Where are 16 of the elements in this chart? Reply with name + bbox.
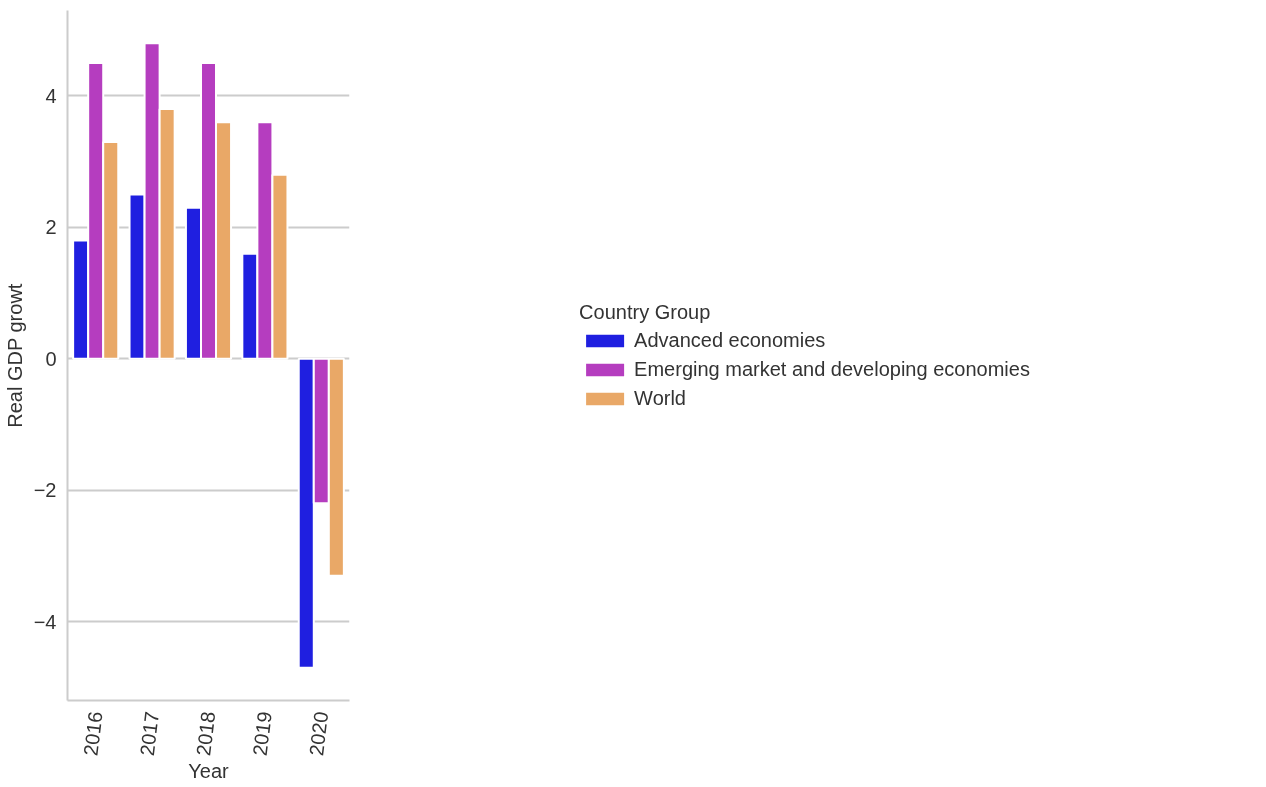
legend-title: Country Group: [579, 300, 712, 324]
y-tick-label: 0: [45, 347, 57, 370]
y-tick-label: 4: [45, 84, 57, 107]
y-axis-title: Real GDP growt: [3, 283, 26, 428]
x-tick-label: 2017: [135, 710, 164, 757]
x-tick-label: 2020: [305, 710, 333, 757]
y-tick-label: −2: [33, 479, 57, 502]
legend-label: Emerging market and developing economies: [634, 357, 1030, 381]
x-tick-label: 2016: [79, 710, 107, 757]
x-tick-label: 2018: [192, 710, 220, 757]
y-tick-label: −4: [33, 610, 57, 633]
legend-label: Advanced economies: [634, 328, 826, 352]
y-tick-label: 2: [45, 216, 57, 239]
x-tick-label: 2019: [248, 710, 276, 757]
legend-label: World: [634, 386, 686, 410]
x-axis-title: Year: [188, 760, 230, 783]
